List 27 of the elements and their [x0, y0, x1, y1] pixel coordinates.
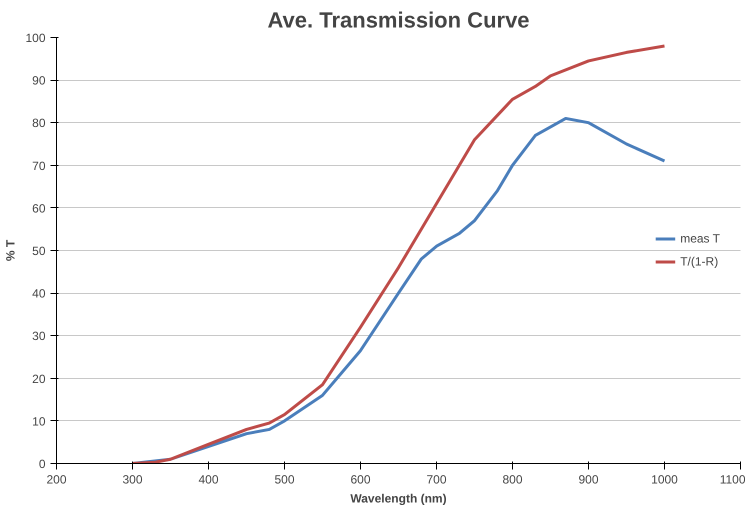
x-tick-label: 700 — [426, 472, 447, 486]
y-tick-label: 100 — [25, 31, 46, 45]
y-tick-label: 70 — [32, 158, 46, 173]
y-tick-label: 50 — [32, 244, 46, 258]
y-tick-label: 60 — [32, 201, 46, 216]
x-tick-label: 200 — [46, 472, 67, 486]
x-tick-label: 300 — [122, 472, 143, 486]
y-tick-label: 30 — [32, 329, 46, 344]
y-tick-label: 20 — [32, 372, 46, 386]
legend-label: meas T — [680, 232, 720, 246]
y-tick-label: 80 — [32, 116, 46, 130]
y-tick-label: 40 — [32, 286, 46, 301]
legend-label: T/(1-R) — [680, 254, 718, 268]
y-axis-title: % T — [3, 239, 18, 262]
x-tick-label: 1100 — [720, 472, 745, 486]
x-tick-label: 1000 — [651, 472, 678, 486]
x-tick-label: 800 — [502, 472, 523, 486]
chart-title: Ave. Transmission Curve — [267, 8, 530, 32]
y-tick-label: 0 — [38, 457, 46, 471]
x-tick-label: 500 — [274, 472, 295, 486]
x-tick-label: 400 — [198, 472, 219, 486]
x-tick-label: 600 — [350, 472, 371, 486]
line-series — [131, 44, 666, 464]
x-tick-label: 900 — [578, 472, 599, 486]
y-tick-label: 90 — [32, 74, 46, 88]
y-tick-label: 10 — [32, 414, 46, 428]
x-axis-title: Wavelength (nm) — [350, 492, 447, 506]
